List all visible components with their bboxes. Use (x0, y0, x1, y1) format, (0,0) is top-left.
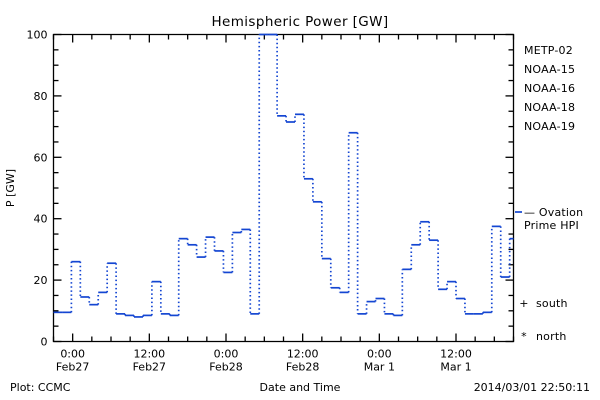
x-tick-date: Mar 1 (364, 361, 395, 374)
south-label: south (536, 297, 568, 310)
south-legend-entry: + south (519, 297, 567, 310)
y-tick-label: 60 (34, 151, 48, 164)
x-tick-time: 12:00 (133, 348, 165, 361)
plot-source-label: Plot: CCMC (10, 381, 71, 394)
x-tick-time: 12:00 (440, 348, 472, 361)
ovation-line1: — Ovation (524, 206, 583, 219)
data-series-group (53, 33, 514, 318)
plot-frame (52, 33, 515, 343)
x-tick-time: 0:00 (60, 348, 85, 361)
north-legend-entry: * north (521, 330, 566, 343)
legend-entry-metp-02: METP-02 (524, 44, 573, 57)
y-tick-label: 0 (41, 336, 48, 349)
legend-entry-noaa-16: NOAA-16 (524, 82, 575, 95)
y-tick-label: 80 (34, 90, 48, 103)
y-axis-tick-labels: 0 20 40 60 80 100 (27, 29, 48, 349)
legend-entry-noaa-15: NOAA-15 (524, 63, 575, 76)
legend-entry-noaa-19: NOAA-19 (524, 120, 575, 133)
x-axis-label: Date and Time (260, 381, 341, 394)
south-marker-icon: + (519, 297, 528, 310)
y-tick-label: 40 (34, 213, 48, 226)
x-tick-date: Feb27 (133, 361, 166, 374)
series-noaa-15 (53, 33, 514, 318)
chart-title: Hemispheric Power [GW] (211, 14, 388, 30)
north-label: north (536, 330, 567, 343)
ovation-prime-annotation: — Ovation Prime HPI (524, 206, 583, 232)
x-tick-time: 12:00 (287, 348, 319, 361)
y-tick-label: 20 (34, 274, 48, 287)
x-tick-date: Mar 1 (440, 361, 471, 374)
north-marker-icon: * (521, 330, 527, 343)
y-axis-ticks (53, 33, 514, 343)
ovation-line2: Prime HPI (524, 219, 579, 232)
timestamp-label: 2014/03/01 22:50:11 (474, 381, 590, 394)
y-axis-label: P [GW] (4, 169, 17, 207)
x-tick-date: Feb27 (56, 361, 89, 374)
legend: METP-02 NOAA-15 NOAA-16 NOAA-18 NOAA-19 (524, 44, 575, 133)
y-tick-label: 100 (27, 29, 48, 42)
x-axis-ticks (52, 34, 515, 342)
x-tick-date: Feb28 (209, 361, 242, 374)
legend-entry-noaa-18: NOAA-18 (524, 101, 575, 114)
x-tick-time: 0:00 (367, 348, 392, 361)
x-tick-time: 0:00 (214, 348, 239, 361)
x-tick-date: Feb28 (286, 361, 319, 374)
x-axis-tick-labels: 0:00Feb2712:00Feb270:00Feb2812:00Feb280:… (56, 348, 472, 374)
